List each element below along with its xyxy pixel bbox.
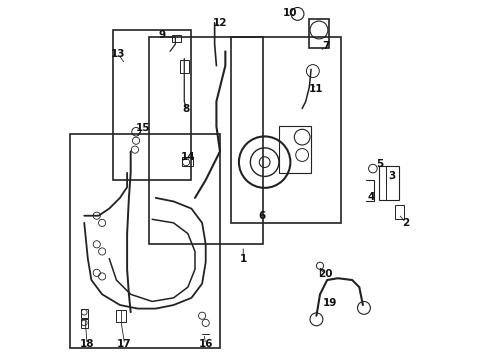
Text: 8: 8 [182, 104, 190, 113]
Bar [81, 309, 88, 318]
Text: 19: 19 [323, 298, 337, 308]
Text: 2: 2 [402, 218, 409, 228]
Text: 18: 18 [80, 339, 95, 349]
Bar [117, 310, 126, 322]
Text: 20: 20 [318, 269, 332, 279]
Text: 14: 14 [180, 152, 195, 162]
Text: 12: 12 [213, 18, 227, 28]
Bar [113, 30, 192, 180]
Text: 3: 3 [389, 171, 396, 181]
Text: 4: 4 [368, 192, 375, 202]
Text: 5: 5 [376, 159, 384, 169]
Bar [81, 319, 88, 328]
Bar [379, 166, 398, 200]
Text: 13: 13 [111, 49, 125, 59]
Bar [395, 205, 404, 219]
Bar [309, 19, 329, 48]
Text: 7: 7 [322, 41, 329, 51]
Text: 10: 10 [283, 8, 297, 18]
Bar [180, 60, 189, 73]
Text: 9: 9 [159, 30, 166, 40]
Bar [231, 37, 342, 223]
Bar [279, 126, 311, 173]
Bar [70, 134, 220, 348]
Bar [182, 157, 193, 166]
Bar [148, 37, 263, 244]
Text: 16: 16 [198, 339, 213, 349]
Text: 11: 11 [309, 84, 324, 94]
Text: 1: 1 [240, 253, 247, 264]
Text: 17: 17 [117, 339, 132, 349]
Text: 15: 15 [136, 123, 150, 133]
Text: 6: 6 [259, 211, 266, 221]
Bar [172, 35, 181, 42]
